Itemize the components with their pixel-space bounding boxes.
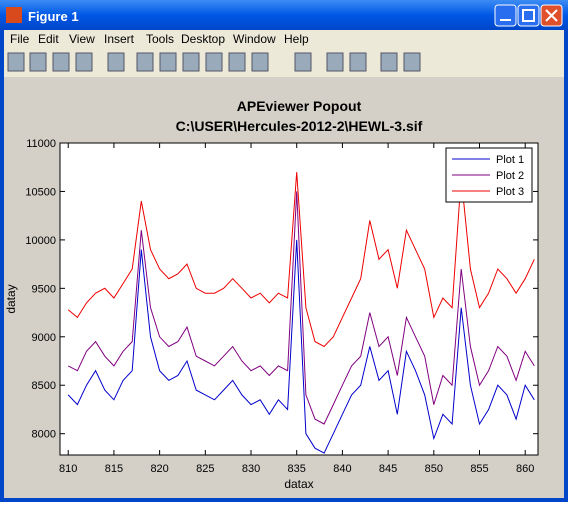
- app-icon: [6, 7, 22, 23]
- x-axis-label: datax: [284, 477, 313, 491]
- menu-item[interactable]: Tools: [146, 32, 174, 46]
- tool-show[interactable]: [403, 52, 421, 72]
- y-tick-label: 10500: [25, 186, 56, 198]
- legend-label: Plot 3: [496, 186, 524, 198]
- x-tick-label: 810: [59, 463, 77, 475]
- tool-link[interactable]: [294, 52, 312, 72]
- tool-new[interactable]: [7, 52, 25, 72]
- y-tick-label: 9000: [32, 332, 56, 344]
- y-tick-label: 8500: [32, 380, 56, 392]
- x-tick-label: 840: [333, 463, 351, 475]
- menu-bar: [4, 30, 564, 47]
- tool-zoom-in[interactable]: [136, 52, 154, 72]
- toolbar-icons: [7, 52, 421, 72]
- chart-title: APEviewer Popout: [237, 98, 362, 114]
- tool-zoom-out[interactable]: [159, 52, 177, 72]
- tool-brush[interactable]: [251, 52, 269, 72]
- y-tick-label: 8000: [32, 429, 56, 441]
- y-axis-label: datay: [4, 284, 18, 313]
- x-tick-label: 855: [470, 463, 488, 475]
- menu-item[interactable]: Edit: [38, 32, 59, 46]
- x-tick-label: 835: [288, 463, 306, 475]
- y-tick-label: 11000: [26, 138, 56, 150]
- x-tick-label: 820: [150, 463, 168, 475]
- menu-item[interactable]: Insert: [104, 32, 135, 46]
- y-tick-label: 10000: [25, 235, 56, 247]
- x-tick-label: 830: [242, 463, 260, 475]
- tool-legend[interactable]: [349, 52, 367, 72]
- toolbar: [4, 47, 564, 77]
- menu-item[interactable]: View: [69, 32, 95, 46]
- legend-label: Plot 1: [496, 154, 524, 166]
- tool-datacursor[interactable]: [228, 52, 246, 72]
- menu-item[interactable]: Window: [233, 32, 276, 46]
- window-title: Figure 1: [28, 9, 79, 24]
- tool-colorbar[interactable]: [326, 52, 344, 72]
- series-line: [67, 191, 535, 425]
- maximize-button[interactable]: [517, 4, 540, 27]
- tool-rotate[interactable]: [205, 52, 223, 72]
- x-tick-label: 860: [516, 463, 534, 475]
- title-bar: [0, 0, 568, 30]
- x-tick-label: 845: [379, 463, 397, 475]
- tool-print[interactable]: [75, 52, 93, 72]
- tool-hide[interactable]: [380, 52, 398, 72]
- menu-item[interactable]: Help: [284, 32, 309, 46]
- tool-save[interactable]: [52, 52, 70, 72]
- x-tick-label: 850: [425, 463, 443, 475]
- series-lines: [67, 172, 535, 454]
- series-line: [67, 239, 535, 454]
- tool-select[interactable]: [107, 52, 125, 72]
- y-tick-label: 9500: [32, 283, 56, 295]
- chart-subtitle: C:\USER\Hercules-2012-2\HEWL-3.sif: [176, 118, 423, 134]
- x-tick-label: 825: [196, 463, 214, 475]
- legend-label: Plot 2: [496, 170, 524, 182]
- series-line: [67, 172, 535, 348]
- minimize-button[interactable]: [494, 4, 517, 27]
- tool-open[interactable]: [29, 52, 47, 72]
- menu-item[interactable]: File: [10, 32, 30, 46]
- legend: Plot 1 Plot 2 Plot 3: [445, 147, 533, 203]
- tool-pan[interactable]: [182, 52, 200, 72]
- menu-item[interactable]: Desktop: [181, 32, 225, 46]
- x-tick-label: 815: [105, 463, 123, 475]
